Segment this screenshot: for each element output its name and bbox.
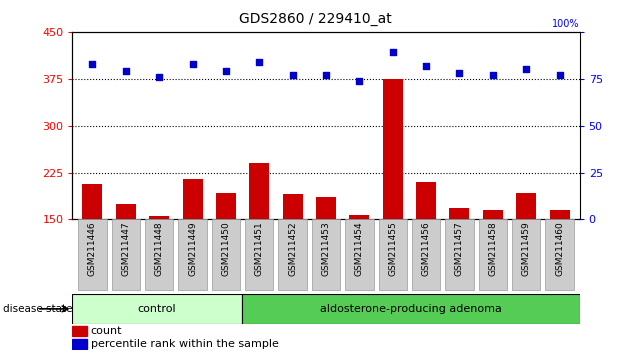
FancyBboxPatch shape xyxy=(245,219,273,290)
Bar xyxy=(83,184,103,219)
Bar xyxy=(283,194,302,219)
Bar xyxy=(383,79,403,219)
Point xyxy=(454,70,464,76)
Text: GSM211450: GSM211450 xyxy=(221,222,231,276)
Bar xyxy=(116,204,136,219)
Point xyxy=(121,68,131,74)
Text: GSM211447: GSM211447 xyxy=(122,222,130,276)
FancyBboxPatch shape xyxy=(379,219,407,290)
Text: GSM211448: GSM211448 xyxy=(155,222,164,276)
FancyBboxPatch shape xyxy=(112,219,140,290)
Text: GDS2860 / 229410_at: GDS2860 / 229410_at xyxy=(239,12,391,27)
Text: GSM211452: GSM211452 xyxy=(288,222,297,276)
Text: disease state: disease state xyxy=(3,304,72,314)
FancyBboxPatch shape xyxy=(412,219,440,290)
FancyBboxPatch shape xyxy=(345,219,374,290)
Text: GSM211454: GSM211454 xyxy=(355,222,364,276)
Text: GSM211456: GSM211456 xyxy=(421,222,431,276)
Bar xyxy=(483,210,503,219)
FancyBboxPatch shape xyxy=(445,219,474,290)
FancyBboxPatch shape xyxy=(479,219,507,290)
Text: GSM211460: GSM211460 xyxy=(555,222,564,276)
Bar xyxy=(416,182,436,219)
Point xyxy=(354,78,364,84)
FancyBboxPatch shape xyxy=(212,219,240,290)
Point xyxy=(488,72,498,78)
Bar xyxy=(183,179,203,219)
Text: GSM211449: GSM211449 xyxy=(188,222,197,276)
Bar xyxy=(350,215,369,219)
FancyBboxPatch shape xyxy=(512,219,541,290)
Point xyxy=(88,61,98,67)
Text: control: control xyxy=(138,304,176,314)
Point xyxy=(554,72,564,78)
Point xyxy=(321,72,331,78)
Text: GSM211453: GSM211453 xyxy=(321,222,331,276)
FancyBboxPatch shape xyxy=(72,294,241,324)
FancyBboxPatch shape xyxy=(312,219,340,290)
Bar xyxy=(249,163,269,219)
Text: percentile rank within the sample: percentile rank within the sample xyxy=(91,339,278,349)
FancyBboxPatch shape xyxy=(546,219,574,290)
Text: aldosterone-producing adenoma: aldosterone-producing adenoma xyxy=(319,304,501,314)
FancyBboxPatch shape xyxy=(78,219,106,290)
Text: GSM211459: GSM211459 xyxy=(522,222,530,276)
FancyBboxPatch shape xyxy=(278,219,307,290)
Text: GSM211451: GSM211451 xyxy=(255,222,264,276)
Bar xyxy=(316,197,336,219)
Point xyxy=(288,72,298,78)
Text: GSM211457: GSM211457 xyxy=(455,222,464,276)
FancyBboxPatch shape xyxy=(241,294,580,324)
FancyBboxPatch shape xyxy=(178,219,207,290)
Point xyxy=(221,68,231,74)
Text: count: count xyxy=(91,326,122,336)
Bar xyxy=(149,216,169,219)
FancyBboxPatch shape xyxy=(145,219,173,290)
Bar xyxy=(216,193,236,219)
Bar xyxy=(549,210,570,219)
Text: GSM211446: GSM211446 xyxy=(88,222,97,276)
Text: GSM211458: GSM211458 xyxy=(488,222,497,276)
Text: GSM211455: GSM211455 xyxy=(388,222,398,276)
Point xyxy=(188,61,198,67)
Point xyxy=(521,67,531,72)
Point xyxy=(387,50,398,55)
Point xyxy=(421,63,431,68)
Text: 100%: 100% xyxy=(552,19,580,29)
Point xyxy=(154,74,164,80)
Bar xyxy=(449,208,469,219)
Point xyxy=(255,59,265,65)
Bar xyxy=(72,339,87,349)
Bar xyxy=(516,193,536,219)
Bar xyxy=(72,326,87,336)
